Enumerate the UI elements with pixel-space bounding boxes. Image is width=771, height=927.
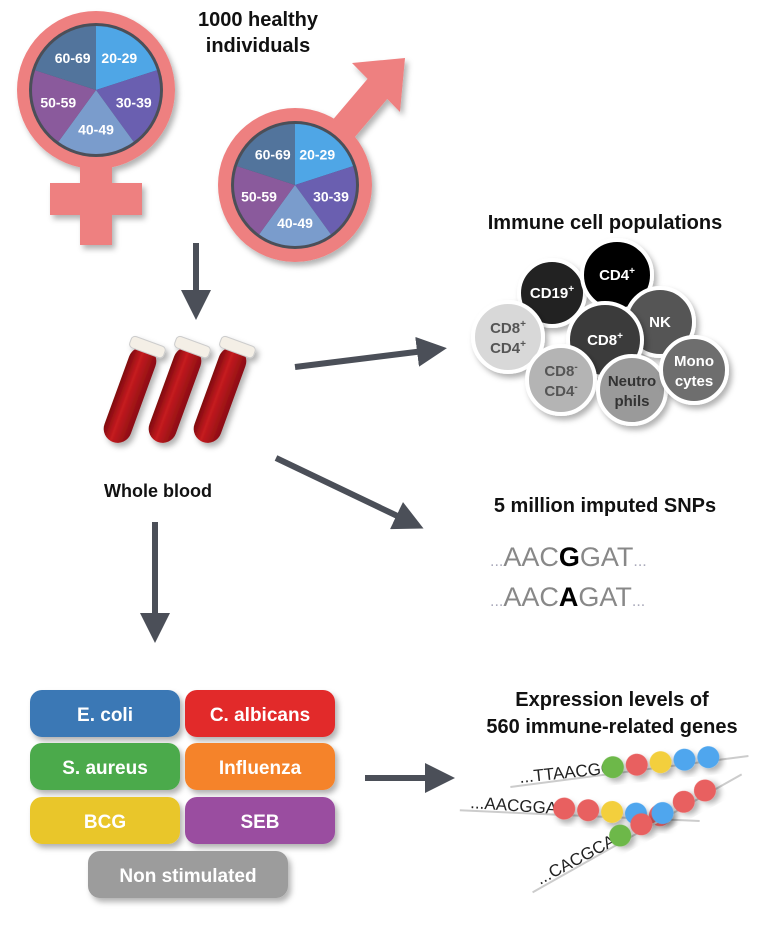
cell-label: Mono: [674, 353, 714, 370]
expression-bead: [625, 753, 648, 776]
pie-slice-50-59: [32, 70, 96, 142]
arrow-to-immune-cells: [294, 336, 447, 370]
svg-text:E. coli: E. coli: [77, 705, 133, 726]
pie-slice-30-39: [295, 166, 356, 235]
cell-label: CD8-: [544, 362, 577, 380]
stimulus-seb: SEB: [185, 797, 335, 844]
expression-bead: [649, 751, 672, 774]
expression-bead: [601, 800, 624, 823]
expression-bead: [609, 824, 632, 847]
gene-rows: ...TTAACGG...AACGGAT...CACGCAA: [459, 746, 749, 894]
expression-title-line-1: Expression levels of: [515, 689, 709, 711]
expression-bead: [651, 802, 674, 825]
snp-row: ...AACAGAT...: [490, 582, 645, 612]
expression-bead: [673, 748, 696, 771]
pie-slice-40-49: [58, 90, 134, 155]
expression-bead: [672, 790, 695, 813]
age-label: 20-29: [101, 50, 137, 66]
age-label: 40-49: [78, 122, 114, 138]
stimulus-c-albicans: C. albicans: [185, 690, 335, 737]
title-line-1: 1000 healthy: [198, 9, 319, 31]
gene-row: ...TTAACGG: [510, 746, 749, 789]
svg-text:...AACGGAT...: ...AACGGAT...: [490, 542, 647, 572]
pie-slice-60-69: [236, 124, 295, 185]
cell-label: NK: [649, 314, 671, 331]
pie-slice-60-69: [35, 26, 96, 90]
arrow-to-snps: [274, 455, 424, 530]
immune-cell: CD8+ CD4+: [471, 300, 545, 374]
age-label: 30-39: [116, 94, 152, 110]
immune-cells-cluster: CD19+ CD4+ NK CD8+ CD4+ CD8+ CD8- CD4- Neutro phi…: [471, 238, 729, 426]
cell-label: CD8+: [490, 319, 526, 337]
svg-text:...TTAACGG: ...TTAACGG: [518, 758, 615, 787]
immune-cell: Mono cytes: [659, 335, 729, 405]
age-label: 60-69: [55, 50, 91, 66]
cell-label: Neutro: [608, 373, 656, 390]
blood-tubes-icon: [103, 335, 256, 443]
pie-slice-40-49: [259, 185, 331, 247]
expression-bead: [553, 797, 576, 820]
expression-bead: [601, 756, 624, 779]
cell-label: phils: [614, 393, 649, 410]
title-line-2: individuals: [206, 35, 310, 57]
svg-text:...AACGGAT: ...AACGGAT: [470, 793, 567, 819]
cell-label: CD19+: [530, 284, 574, 302]
cell-label: CD4-: [544, 382, 577, 400]
cell-label: CD4+: [490, 339, 526, 357]
age-label: 40-49: [277, 215, 313, 231]
expression-bead: [693, 779, 716, 802]
pie-slice-20-29: [295, 124, 354, 185]
age-label: 20-29: [299, 146, 335, 162]
expression-bead: [577, 799, 600, 822]
age-label: 50-59: [241, 189, 277, 205]
age-label: 50-59: [40, 94, 76, 110]
cell-label: cytes: [675, 373, 713, 390]
stimulus-non-stimulated: Non stimulated: [88, 851, 288, 898]
age-label: 30-39: [313, 189, 349, 205]
stimulus-bcg: BCG: [30, 797, 180, 844]
age-label: 60-69: [255, 146, 291, 162]
svg-text:...AACAGAT...: ...AACAGAT...: [490, 582, 645, 612]
immune-cell: Neutro phils: [596, 354, 668, 426]
cell-label: CD8+: [587, 331, 623, 349]
expression-title-line-2: 560 immune-related genes: [486, 716, 737, 738]
immune-cell: CD4+: [580, 238, 654, 312]
stimulus-e-coli: E. coli: [30, 690, 180, 737]
svg-text:Non stimulated: Non stimulated: [119, 866, 256, 887]
svg-text:SEB: SEB: [240, 812, 279, 833]
immune-title: Immune cell populations: [488, 212, 722, 234]
stimulus-s-aureus: S. aureus: [30, 743, 180, 790]
svg-text:C. albicans: C. albicans: [210, 705, 310, 726]
stimulus-influenza: Influenza: [185, 743, 335, 790]
immune-cell: CD8- CD4-: [525, 344, 597, 416]
svg-text:Influenza: Influenza: [219, 758, 302, 779]
cell-label: CD4+: [599, 266, 635, 284]
stimuli-grid: E. coli C. albicans S. aureus Influenza BCG S…: [30, 690, 335, 898]
expression-bead: [630, 813, 653, 836]
pie-slice-50-59: [234, 166, 295, 235]
svg-text:BCG: BCG: [84, 812, 126, 833]
whole-blood-label: Whole blood: [104, 481, 212, 501]
pie-slice-20-29: [96, 26, 157, 90]
snp-row: ...AACGGAT...: [490, 542, 647, 572]
svg-text:S. aureus: S. aureus: [62, 758, 148, 779]
pie-slice-30-39: [96, 70, 161, 142]
expression-bead: [697, 746, 720, 769]
snps-title: 5 million imputed SNPs: [494, 495, 716, 517]
